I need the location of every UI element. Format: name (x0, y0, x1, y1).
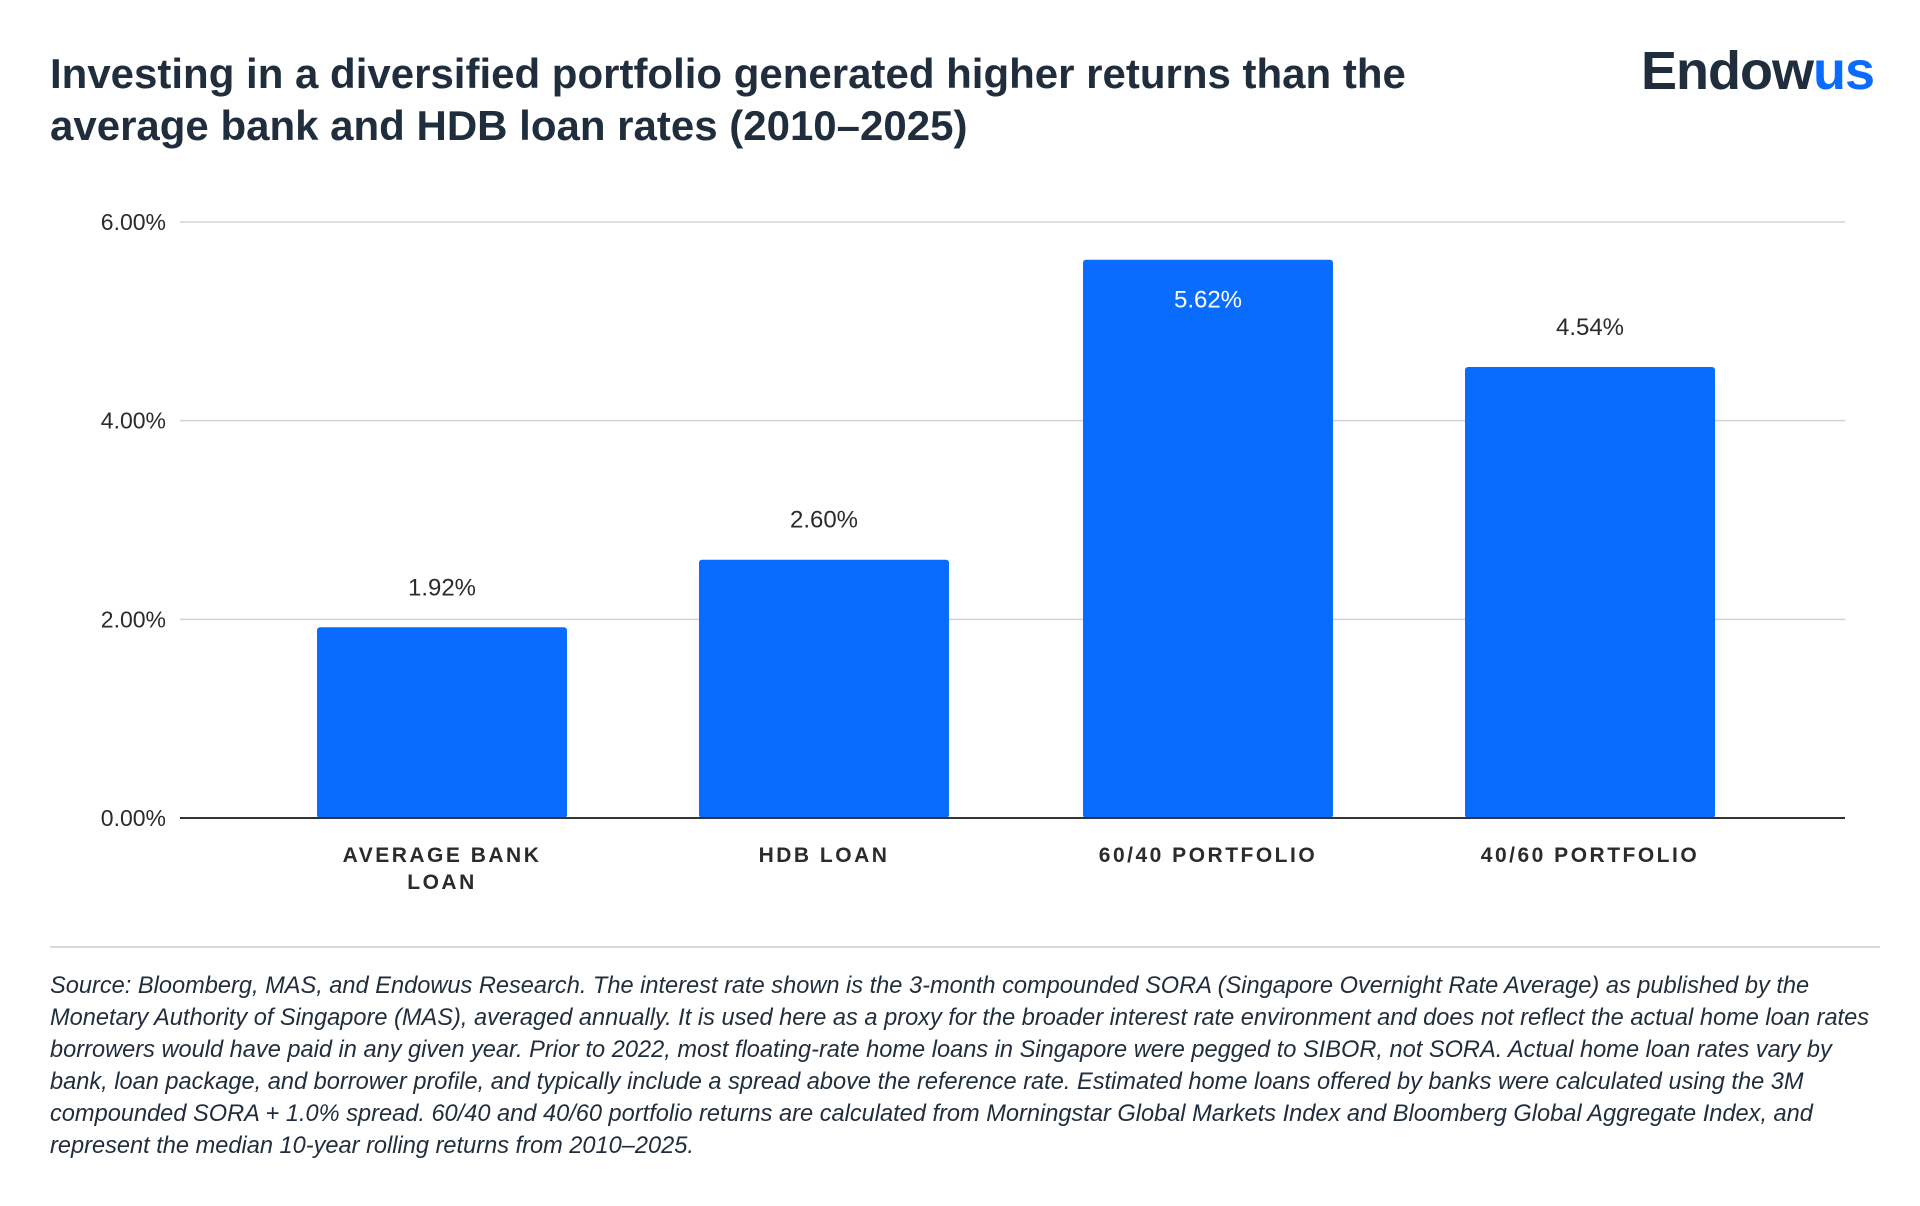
y-tick-label: 2.00% (101, 606, 166, 632)
data-label: 4.54% (1556, 314, 1624, 341)
y-tick-label: 6.00% (101, 209, 166, 235)
bar (699, 559, 949, 818)
data-label: 2.60% (790, 507, 858, 534)
bar (1083, 259, 1333, 818)
data-label: 5.62% (1174, 287, 1242, 314)
bar (1465, 367, 1715, 818)
chart-title: Investing in a diversified portfolio gen… (50, 50, 1406, 149)
y-tick-label: 4.00% (101, 408, 166, 434)
source-note: Source: Bloomberg, MAS, and Endowus Rese… (50, 973, 1870, 1159)
x-tick-label: HDB LOAN (759, 844, 890, 867)
footer-divider (50, 946, 1880, 948)
bar-chart: 0.00% 2.00% 4.00% 6.00% 1.92% AVERAGE BANK LOA… (101, 209, 1845, 894)
x-tick-label: 40/60 PORTFOLIO (1481, 844, 1699, 867)
bar (317, 627, 567, 818)
x-tick-label: LOAN (407, 871, 477, 894)
data-label: 1.92% (408, 574, 476, 601)
endowus-logo: Endowus (1640, 40, 1875, 102)
x-tick-label: 60/40 PORTFOLIO (1099, 844, 1317, 867)
x-tick-label: AVERAGE BANK (343, 844, 542, 867)
y-tick-label: 0.00% (101, 805, 166, 831)
logo-text-main: Endow (1640, 41, 1814, 101)
logo-text-accent: us (1812, 41, 1875, 101)
